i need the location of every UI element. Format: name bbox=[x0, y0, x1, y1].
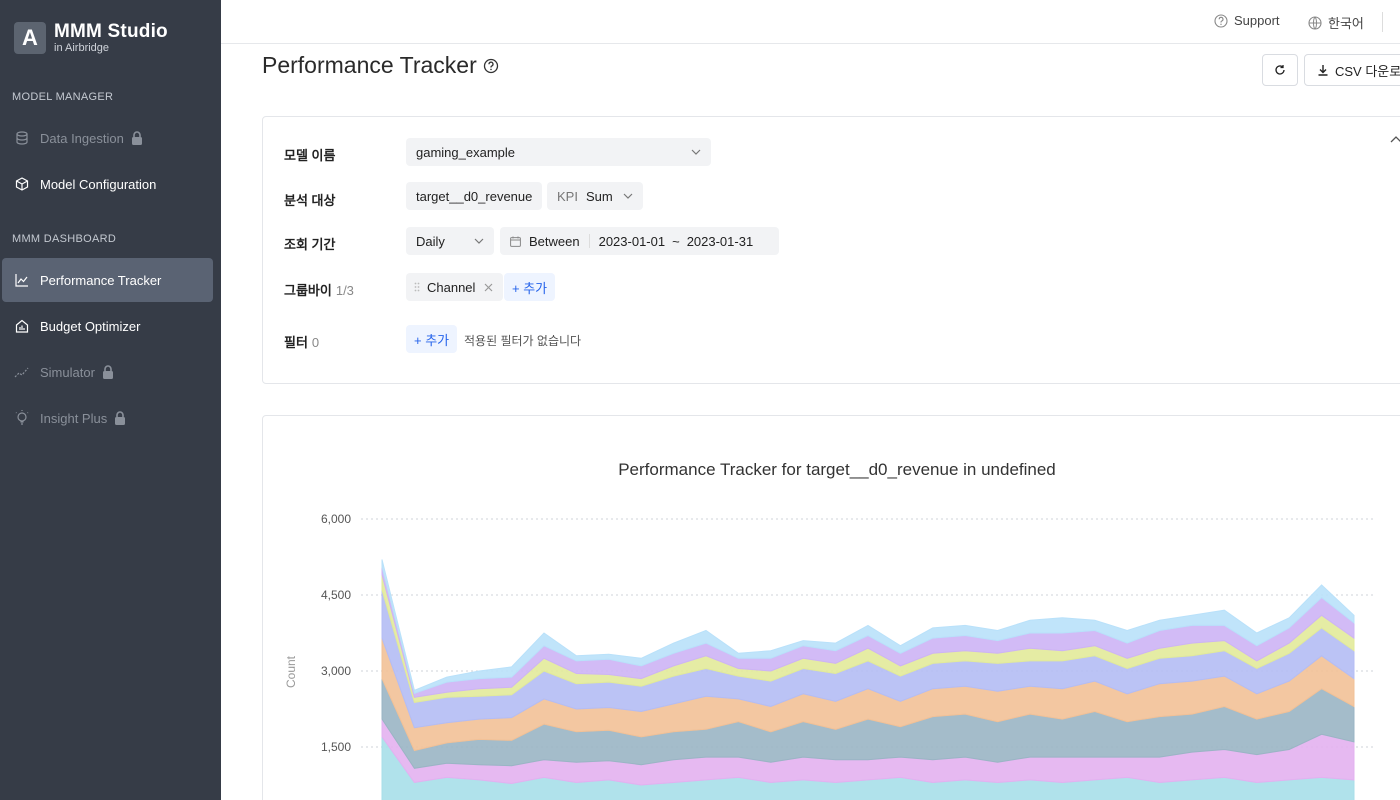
granularity-value: Daily bbox=[416, 233, 445, 249]
date-start[interactable]: 2023-01-01 bbox=[598, 233, 666, 249]
date-mode: Between bbox=[529, 233, 580, 249]
date-divider bbox=[588, 234, 590, 248]
home-chart-icon bbox=[14, 318, 30, 334]
groupby-chip-label: Channel bbox=[427, 279, 476, 295]
sidebar: A MMM Studio in Airbridge MODEL MANAGER … bbox=[0, 0, 221, 800]
language-selector[interactable]: 한국어 bbox=[1308, 13, 1364, 32]
date-separator: ~ bbox=[672, 233, 680, 249]
lock-icon bbox=[131, 131, 143, 145]
date-end[interactable]: 2023-01-31 bbox=[686, 233, 754, 249]
sidebar-item-insight-plus[interactable]: Insight Plus bbox=[2, 396, 213, 440]
filter-add-label: + 추가 bbox=[414, 332, 450, 348]
section-mmm-dashboard: MMM DASHBOARD bbox=[12, 233, 117, 245]
drag-handle-icon[interactable] bbox=[414, 282, 420, 292]
target-chip[interactable]: target__d0_revenue bbox=[406, 182, 543, 210]
language-label: 한국어 bbox=[1328, 16, 1364, 31]
section-model-manager: MODEL MANAGER bbox=[12, 91, 114, 103]
line-chart-icon bbox=[14, 272, 30, 288]
topbar: Support 한국어 bbox=[221, 0, 1400, 44]
groupby-label: 그룹바이 1/3 bbox=[284, 280, 354, 299]
model-name-label: 모델 이름 bbox=[284, 145, 335, 164]
groupby-count: 1/3 bbox=[335, 283, 354, 298]
sidebar-item-label: Data Ingestion bbox=[40, 130, 124, 146]
kpi-value: Sum bbox=[585, 188, 613, 204]
refresh-button[interactable] bbox=[1262, 54, 1298, 86]
csv-download-button[interactable]: CSV 다운로드 bbox=[1304, 54, 1400, 86]
main-content: Performance Tracker CSV 다운로드 모델 이름 gamin… bbox=[221, 44, 1400, 800]
sidebar-item-budget-optimizer[interactable]: Budget Optimizer bbox=[2, 304, 213, 348]
database-icon bbox=[14, 130, 30, 146]
groupby-label-text: 그룹바이 bbox=[284, 283, 332, 298]
logo-letter: A bbox=[22, 25, 38, 50]
sidebar-item-label: Budget Optimizer bbox=[40, 318, 141, 334]
sidebar-item-performance-tracker[interactable]: Performance Tracker bbox=[2, 258, 213, 302]
brand[interactable]: A MMM Studio in Airbridge bbox=[14, 22, 168, 54]
lock-icon bbox=[114, 411, 126, 425]
analysis-target-label: 분석 대상 bbox=[284, 190, 335, 209]
model-name-label-text: 모델 이름 bbox=[284, 148, 336, 163]
sidebar-item-label: Insight Plus bbox=[40, 410, 108, 426]
support-link[interactable]: Support bbox=[1214, 13, 1280, 28]
close-icon[interactable] bbox=[484, 283, 493, 292]
period-label: 조회 기간 bbox=[284, 234, 335, 253]
granularity-select[interactable]: Daily bbox=[406, 227, 494, 255]
chart-title: Performance Tracker for target__d0_reven… bbox=[618, 460, 1056, 479]
filter-label-text: 필터 bbox=[284, 335, 308, 350]
sidebar-item-label: Performance Tracker bbox=[40, 272, 162, 288]
period-label-text: 조회 기간 bbox=[284, 237, 336, 252]
groupby-add-button[interactable]: + 추가 bbox=[504, 273, 556, 301]
filter-add-button[interactable]: + 추가 bbox=[406, 325, 458, 353]
y-tick-label: 1,500 bbox=[321, 740, 351, 754]
page-title: Performance Tracker bbox=[262, 52, 499, 79]
groupby-chip-channel[interactable]: Channel bbox=[406, 273, 504, 301]
globe-icon bbox=[1308, 15, 1322, 30]
y-axis-label: Count bbox=[284, 655, 298, 688]
chevron-down-icon bbox=[623, 193, 633, 199]
filter-empty-note: 적용된 필터가 없습니다 bbox=[464, 334, 582, 348]
chevron-up-icon[interactable] bbox=[1390, 135, 1400, 143]
model-select-value: gaming_example bbox=[416, 144, 516, 160]
target-value: target__d0_revenue bbox=[416, 188, 533, 204]
lock-icon bbox=[102, 365, 114, 379]
sidebar-item-model-configuration[interactable]: Model Configuration bbox=[2, 162, 213, 206]
help-circle-icon bbox=[1214, 13, 1228, 28]
chart-card: Performance Tracker for target__d0_reven… bbox=[262, 415, 1400, 800]
help-circle-icon[interactable] bbox=[483, 58, 499, 74]
topbar-divider bbox=[1382, 12, 1383, 32]
y-tick-label: 4,500 bbox=[321, 588, 351, 602]
y-tick-label: 6,000 bbox=[321, 512, 351, 526]
date-range-picker[interactable]: Between 2023-01-01 ~ 2023-01-31 bbox=[500, 227, 779, 255]
airbridge-logo: A bbox=[14, 22, 46, 54]
kpi-label: KPI bbox=[557, 188, 578, 204]
download-icon bbox=[1317, 64, 1329, 76]
y-tick-label: 3,000 bbox=[321, 664, 351, 678]
calendar-icon bbox=[510, 236, 521, 247]
bulb-icon bbox=[14, 410, 30, 426]
chevron-down-icon bbox=[474, 238, 484, 244]
filter-count: 0 bbox=[311, 335, 320, 350]
analysis-target-label-text: 분석 대상 bbox=[284, 193, 336, 208]
support-label: Support bbox=[1234, 13, 1280, 28]
chevron-down-icon bbox=[691, 149, 701, 155]
brand-title: MMM Studio bbox=[54, 21, 168, 42]
csv-download-label: CSV 다운로드 bbox=[1335, 63, 1400, 79]
sidebar-item-data-ingestion[interactable]: Data Ingestion bbox=[2, 116, 213, 160]
model-select[interactable]: gaming_example bbox=[406, 138, 711, 166]
area-series-7[interactable] bbox=[381, 559, 1355, 694]
refresh-icon bbox=[1274, 64, 1286, 76]
sidebar-item-label: Simulator bbox=[40, 364, 95, 380]
filter-label: 필터 0 bbox=[284, 332, 319, 351]
stacked-area-chart[interactable]: 6,000 4,500 3,000 1,500 Count bbox=[263, 416, 1400, 800]
trend-icon bbox=[14, 364, 30, 380]
cube-icon bbox=[14, 176, 30, 192]
brand-subtitle: in Airbridge bbox=[54, 42, 110, 54]
page-title-text: Performance Tracker bbox=[262, 52, 477, 78]
sidebar-item-simulator[interactable]: Simulator bbox=[2, 350, 213, 394]
kpi-select[interactable]: KPI Sum bbox=[547, 182, 643, 210]
sidebar-item-label: Model Configuration bbox=[40, 176, 157, 192]
filter-panel: 모델 이름 gaming_example 분석 대상 target__d0_re… bbox=[262, 116, 1400, 384]
groupby-add-label: + 추가 bbox=[512, 280, 548, 296]
